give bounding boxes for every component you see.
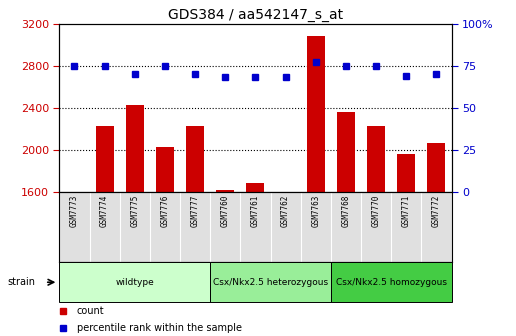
Bar — [246, 183, 265, 192]
Text: GSM7772: GSM7772 — [432, 195, 441, 227]
FancyBboxPatch shape — [210, 262, 331, 302]
Text: Csx/Nkx2.5 heterozygous: Csx/Nkx2.5 heterozygous — [213, 278, 328, 287]
Text: GSM7773: GSM7773 — [70, 195, 79, 227]
Text: count: count — [77, 306, 105, 316]
Text: GSM7771: GSM7771 — [402, 195, 411, 227]
Text: GSM7768: GSM7768 — [342, 195, 350, 227]
Text: GSM7763: GSM7763 — [311, 195, 320, 227]
Text: GSM7762: GSM7762 — [281, 195, 290, 227]
Text: GSM7760: GSM7760 — [221, 195, 230, 227]
Bar — [427, 143, 445, 192]
Text: GSM7761: GSM7761 — [251, 195, 260, 227]
Text: GSM7775: GSM7775 — [130, 195, 139, 227]
Text: percentile rank within the sample: percentile rank within the sample — [77, 323, 242, 333]
Bar — [156, 148, 174, 192]
Bar — [186, 126, 204, 192]
FancyBboxPatch shape — [59, 262, 210, 302]
Text: wildtype: wildtype — [116, 278, 154, 287]
Text: GSM7774: GSM7774 — [100, 195, 109, 227]
Title: GDS384 / aa542147_s_at: GDS384 / aa542147_s_at — [168, 8, 343, 23]
Text: GSM7776: GSM7776 — [160, 195, 169, 227]
Bar — [126, 106, 144, 192]
Bar — [397, 154, 415, 192]
Bar — [367, 126, 385, 192]
Text: Csx/Nkx2.5 homozygous: Csx/Nkx2.5 homozygous — [336, 278, 447, 287]
Bar — [95, 126, 114, 192]
Bar — [216, 191, 234, 192]
Bar — [307, 36, 325, 192]
Text: GSM7770: GSM7770 — [372, 195, 381, 227]
Bar — [337, 112, 355, 192]
FancyBboxPatch shape — [331, 262, 452, 302]
Text: strain: strain — [8, 277, 36, 287]
Text: GSM7777: GSM7777 — [190, 195, 200, 227]
